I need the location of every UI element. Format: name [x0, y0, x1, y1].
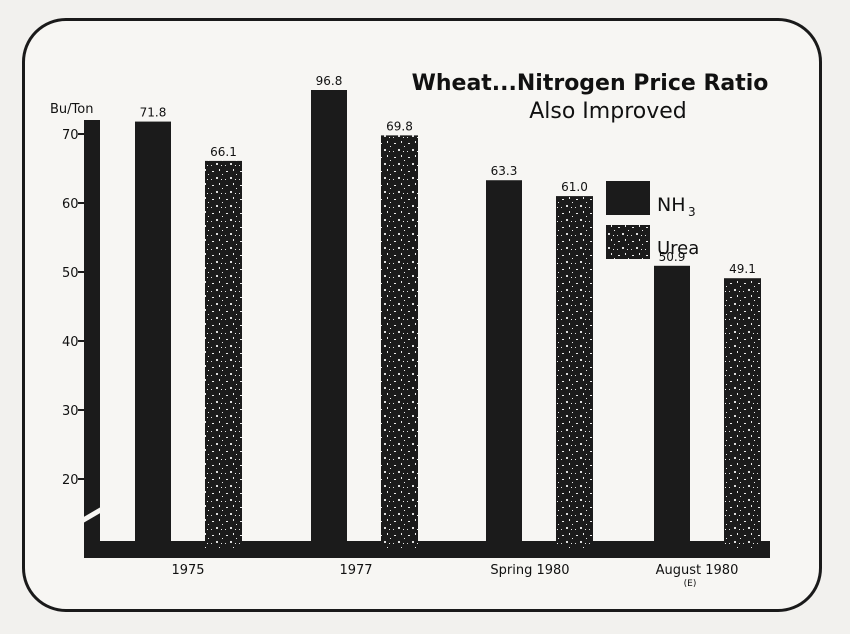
chart-title-line1: Wheat...Nitrogen Price Ratio — [412, 71, 769, 96]
bar-urea-3 — [556, 196, 593, 548]
chart-title-line2: Also Improved — [529, 99, 687, 124]
bar-nh3-4 — [654, 265, 690, 548]
bar-nh3-3 — [486, 180, 522, 549]
bar-value-label: 71.8 — [140, 106, 167, 120]
bar-value-label: 63.3 — [491, 164, 518, 178]
y-axis-label: Bu/Ton — [50, 102, 93, 117]
y-axis-bar — [84, 120, 100, 558]
legend-swatch-nh3 — [606, 181, 650, 215]
bar-value-label: 66.1 — [210, 145, 237, 159]
y-tick-label: 30 — [62, 404, 79, 419]
y-tick-label: 50 — [62, 266, 79, 281]
bar-value-label: 49.1 — [729, 262, 756, 276]
bar-urea-4 — [724, 278, 761, 548]
legend-label-nh3-subscript: 3 — [688, 205, 696, 219]
y-tick-label: 70 — [62, 128, 79, 143]
y-tick-label: 40 — [62, 335, 79, 350]
legend-label-urea: Urea — [657, 238, 699, 259]
bar-urea-1 — [205, 160, 242, 548]
y-tick-label: 60 — [62, 197, 79, 212]
bar-value-label: 96.8 — [316, 74, 343, 88]
x-category-label: 1977 — [339, 563, 372, 578]
bar-value-label: 69.8 — [386, 119, 413, 133]
legend-label-nh3: NH — [657, 194, 686, 216]
y-tick-label: 20 — [62, 473, 79, 488]
bar-nh3-2 — [311, 90, 347, 548]
x-axis-baseline — [84, 541, 770, 558]
x-category-label: Spring 1980 — [490, 563, 569, 578]
legend-swatch-urea — [606, 225, 650, 259]
x-category-label: August 1980 — [656, 563, 739, 578]
bar-value-label: 50.9 — [659, 250, 686, 264]
x-category-note: (E) — [684, 579, 697, 589]
x-category-label: 1975 — [171, 563, 204, 578]
bar-nh3-1 — [135, 121, 171, 548]
bar-urea-2 — [381, 135, 418, 548]
axis-break-mark — [78, 505, 106, 525]
bar-value-label: 61.0 — [561, 180, 588, 194]
